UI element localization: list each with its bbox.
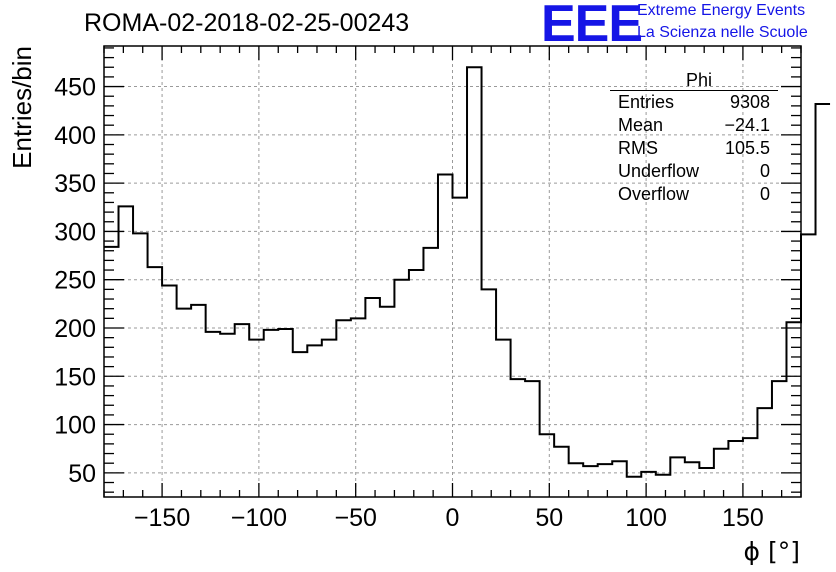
x-tick-labels: −150 −100 −50 0 50 100 150 bbox=[134, 504, 764, 532]
x-tick-label: −50 bbox=[334, 504, 376, 532]
stats-box: Phi Entries 9308 Mean −24.1 RMS 105.5 Un… bbox=[610, 70, 778, 206]
y-axis-label: Entries/bin bbox=[7, 46, 37, 169]
stats-value: 0 bbox=[759, 161, 770, 181]
y-tick-label: 450 bbox=[54, 74, 96, 102]
stats-row-rms: RMS 105.5 bbox=[610, 137, 778, 160]
stats-label: RMS bbox=[618, 138, 658, 158]
x-tick-label: 50 bbox=[535, 504, 563, 532]
chart-title: ROMA-02-2018-02-25-00243 bbox=[84, 9, 410, 37]
y-tick-label: 150 bbox=[54, 363, 96, 391]
y-tick-labels: 50 100 150 200 250 300 350 400 450 bbox=[54, 74, 96, 488]
stats-label: Mean bbox=[618, 115, 664, 135]
stats-value: 0 bbox=[759, 184, 770, 204]
stats-value: −24.1 bbox=[724, 115, 770, 135]
stats-label: Overflow bbox=[618, 184, 690, 204]
y-tick-label: 350 bbox=[54, 170, 96, 198]
stats-value: 105.5 bbox=[724, 138, 770, 158]
stats-row-overflow: Overflow 0 bbox=[610, 183, 778, 206]
y-tick-label: 400 bbox=[54, 122, 96, 150]
y-tick-label: 300 bbox=[54, 218, 96, 246]
x-tick-label: 100 bbox=[625, 504, 667, 532]
stats-label: Underflow bbox=[618, 161, 700, 181]
stats-row-underflow: Underflow 0 bbox=[610, 160, 778, 183]
stats-value: 9308 bbox=[729, 92, 770, 112]
stats-label: Entries bbox=[618, 92, 675, 112]
x-tick-label: 150 bbox=[722, 504, 764, 532]
histogram-line bbox=[104, 66, 831, 478]
x-tick-label: −150 bbox=[134, 504, 190, 532]
stats-title: Phi bbox=[610, 70, 778, 91]
x-tick-label: −100 bbox=[231, 504, 287, 532]
y-tick-label: 200 bbox=[54, 315, 96, 343]
y-tick-label: 100 bbox=[54, 412, 96, 440]
logo-caption-line1: Extreme Energy Events bbox=[637, 2, 806, 19]
logo-caption-line2: La Scienza nelle Scuole bbox=[637, 24, 808, 41]
axis-ticks bbox=[103, 46, 802, 497]
x-tick-label: 0 bbox=[446, 504, 460, 532]
stats-row-entries: Entries 9308 bbox=[610, 91, 778, 114]
x-axis-label: ϕ [°] bbox=[744, 537, 800, 566]
stats-row-mean: Mean −24.1 bbox=[610, 114, 778, 137]
y-tick-label: 50 bbox=[68, 460, 96, 488]
eee-logo: EEE bbox=[541, 0, 643, 53]
y-tick-label: 250 bbox=[54, 267, 96, 295]
